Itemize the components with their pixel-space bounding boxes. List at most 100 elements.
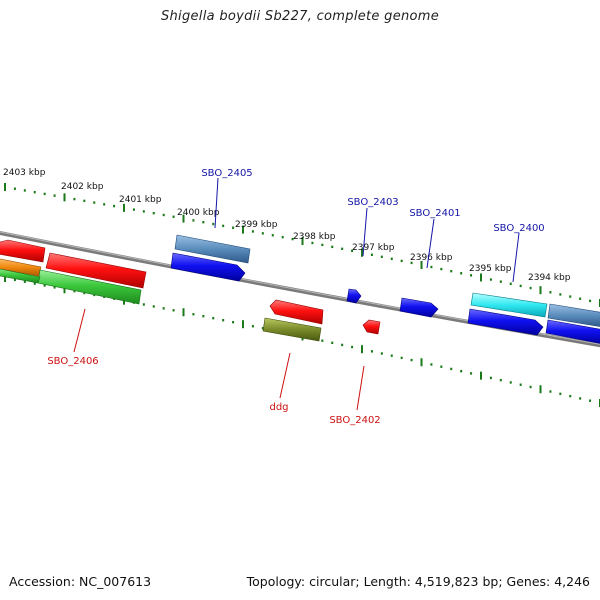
scale-tick-minor xyxy=(499,280,502,283)
scale-tick-minor xyxy=(579,297,582,300)
scale-tick-minor xyxy=(172,309,175,312)
scale-tick-minor xyxy=(430,265,433,269)
gene-SBO_2402[interactable] xyxy=(362,319,381,335)
genome-title: Shigella boydii Sb227, complete genome xyxy=(160,9,440,24)
scale-label: 2400 kbp xyxy=(177,208,220,218)
scale-tick-minor xyxy=(23,189,26,192)
scale-tick-minor xyxy=(579,397,582,400)
scale-label: 2396 kbp xyxy=(410,253,453,263)
scale-label: 2397 kbp xyxy=(352,243,395,253)
gene-label-SBO_2402[interactable]: SBO_2402 xyxy=(329,415,380,426)
gene-ddg[interactable] xyxy=(262,299,324,342)
scale-tick-minor xyxy=(430,363,433,366)
scale-tick-minor xyxy=(53,194,56,197)
scale-label: 2399 kbp xyxy=(235,220,278,230)
scale-tick-minor xyxy=(212,222,215,226)
scale-tick-minor xyxy=(192,219,195,222)
gene-label-SBO_2406[interactable]: SBO_2406 xyxy=(47,356,98,367)
gene-label-SBO_2405[interactable]: SBO_2405 xyxy=(201,168,252,179)
scale-tick-minor xyxy=(222,224,225,228)
scale-tick-minor xyxy=(331,245,334,249)
scale-tick-minor xyxy=(470,372,473,375)
gene-SBO_2401[interactable] xyxy=(399,297,439,318)
gene-label-SBO_2401[interactable]: SBO_2401 xyxy=(409,208,460,219)
scale-tick-minor xyxy=(73,197,76,201)
label-leaders xyxy=(73,177,520,411)
accession-text: Accession: NC_007613 xyxy=(9,574,152,589)
scale-tick-minor xyxy=(13,187,16,190)
scale-tick-minor xyxy=(460,272,463,275)
scale-tick-minor xyxy=(13,278,16,282)
scale-tick-minor xyxy=(460,369,463,373)
scale-tick-minor xyxy=(380,352,383,355)
scale-tick-minor xyxy=(33,282,36,285)
gene-SBO_2400[interactable] xyxy=(467,292,600,344)
scale-tick-minor xyxy=(341,343,344,347)
scale-tick-major xyxy=(123,203,125,212)
scale-tick-minor xyxy=(450,269,453,273)
scale-tick-major xyxy=(4,183,6,191)
gene-SBO_2403[interactable] xyxy=(346,288,362,304)
scale-tick-minor xyxy=(271,234,274,237)
scale-tick-major xyxy=(420,260,423,269)
scale-tick-major xyxy=(361,248,363,257)
scale-tick-major xyxy=(361,345,363,354)
scale-tick-minor xyxy=(152,211,155,215)
scale-tick-minor xyxy=(261,232,264,235)
scale-tick-major xyxy=(63,285,66,294)
scale-tick-minor xyxy=(370,253,373,256)
scale-tick-minor xyxy=(410,358,413,362)
scale-tick-minor xyxy=(222,318,225,322)
scale-tick-minor xyxy=(202,221,205,224)
scale-tick-major xyxy=(539,385,542,394)
scale-tick-minor xyxy=(73,289,76,293)
gene-label-ddg[interactable]: ddg xyxy=(269,402,288,413)
scale-tick-minor xyxy=(311,241,314,245)
scale-tick-minor xyxy=(341,247,344,251)
scale-tick-minor xyxy=(569,394,572,398)
genome-stats-text: Topology: circular; Length: 4,519,823 bp… xyxy=(246,574,590,589)
scale-tick-minor xyxy=(212,316,215,320)
scale-tick-minor xyxy=(162,307,165,310)
scale-tick-minor xyxy=(321,339,324,342)
scale-tick-minor xyxy=(53,286,56,289)
scale-tick-minor xyxy=(351,345,354,349)
scale-tick-minor xyxy=(440,365,443,368)
scale-ticks-lower xyxy=(4,274,600,407)
scale-label: 2403 kbp xyxy=(3,168,46,178)
scale-tick-minor xyxy=(509,381,512,384)
scale-tick-minor xyxy=(589,299,592,303)
gene-label-SBO_2403[interactable]: SBO_2403 xyxy=(347,197,398,208)
scale-tick-major xyxy=(4,274,6,282)
gene-label-SBO_2400[interactable]: SBO_2400 xyxy=(493,223,544,234)
scale-tick-minor xyxy=(400,259,403,263)
scale-tick-minor xyxy=(519,284,522,288)
scale-tick-major xyxy=(539,286,542,295)
scale-tick-minor xyxy=(33,190,36,194)
scale-tick-minor xyxy=(83,199,86,203)
gene-SBO_2405[interactable] xyxy=(170,234,251,282)
scale-tick-minor xyxy=(549,291,552,294)
scale-tick-minor xyxy=(559,293,562,296)
scale-tick-major xyxy=(242,225,244,234)
scale-tick-minor xyxy=(172,215,175,218)
scale-tick-minor xyxy=(43,192,46,196)
scale-label: 2398 kbp xyxy=(293,232,336,242)
scale-tick-minor xyxy=(93,201,96,204)
scale-tick-minor xyxy=(519,383,522,386)
scale-tick-minor xyxy=(251,325,254,328)
scale-tick-minor xyxy=(232,226,235,229)
scale-tick-major xyxy=(420,358,423,367)
scale-tick-minor xyxy=(370,350,373,353)
scale-tick-minor xyxy=(499,378,502,382)
scale-tick-minor xyxy=(440,267,443,271)
scale-tick-minor xyxy=(152,305,155,308)
scale-tick-minor xyxy=(83,291,86,295)
scale-tick-minor xyxy=(261,327,264,330)
scale-label: 2395 kbp xyxy=(469,264,512,274)
scale-tick-minor xyxy=(331,341,334,344)
gene-SBO_2406[interactable] xyxy=(0,239,147,305)
scale-tick-minor xyxy=(450,367,453,371)
scale-tick-major xyxy=(182,308,185,317)
